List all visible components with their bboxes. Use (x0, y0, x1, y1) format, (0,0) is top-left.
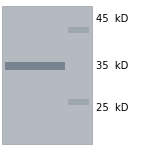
Bar (4, 62, 64, 70)
Bar (68, 27, 88, 33)
Text: 35  kD: 35 kD (96, 61, 128, 71)
Text: 45  kD: 45 kD (96, 15, 128, 24)
Bar (2, 6, 92, 144)
Text: 25  kD: 25 kD (96, 103, 129, 113)
Bar (68, 99, 88, 105)
